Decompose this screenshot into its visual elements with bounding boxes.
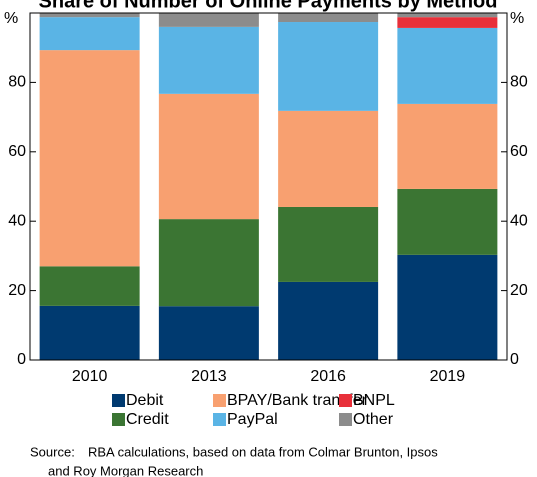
bar-segment <box>39 13 140 18</box>
y-tick-label: 20 <box>8 282 26 299</box>
bar-segment <box>397 27 498 104</box>
y-tick-label-right: 0 <box>510 351 519 368</box>
legend-label: Credit <box>126 411 169 428</box>
bar-segment <box>278 22 379 111</box>
bar-segment <box>397 103 498 189</box>
bar-segment <box>278 281 379 360</box>
legend-label: PayPal <box>227 411 278 428</box>
chart-title: Share of Number of Online Payments by Me… <box>39 0 498 12</box>
x-tick-label: 2019 <box>430 368 466 385</box>
bar-segment <box>158 26 259 94</box>
legend-swatch <box>112 394 125 407</box>
bar-segment <box>158 13 259 27</box>
legend-swatch <box>213 394 226 407</box>
bar-segment <box>39 50 140 267</box>
legend-label: Other <box>353 411 394 428</box>
bar-segment <box>158 306 259 360</box>
y-tick-label: 40 <box>8 212 26 229</box>
y-tick-label-right: 80 <box>510 74 528 91</box>
bar-segment <box>278 206 379 282</box>
legend-swatch <box>339 413 352 426</box>
bar-segment <box>397 188 498 255</box>
legend-label: BPAY/Bank transfer <box>227 392 368 409</box>
plot-frame <box>29 12 508 361</box>
bar-segment <box>278 13 379 23</box>
y-unit-left: % <box>4 10 18 27</box>
bar-segment <box>39 266 140 306</box>
x-tick-label: 2010 <box>72 368 108 385</box>
legend-label: BNPL <box>353 392 395 409</box>
source-text: RBA calculations, based on data from Col… <box>88 444 438 459</box>
source-text: and Roy Morgan Research <box>48 463 203 477</box>
bar-segment <box>397 17 498 28</box>
bar-segment <box>397 254 498 360</box>
y-unit-right: % <box>510 10 524 27</box>
bar-segment <box>158 219 259 307</box>
y-tick-label: 80 <box>8 74 26 91</box>
y-tick-label: 60 <box>8 143 26 160</box>
legend-swatch <box>112 413 125 426</box>
y-tick-label-right: 20 <box>510 282 528 299</box>
bar-segment <box>278 110 379 207</box>
bar-segment <box>158 93 259 220</box>
y-tick-label: 0 <box>17 351 26 368</box>
legend-swatch <box>213 413 226 426</box>
legend-label: Debit <box>126 392 164 409</box>
x-tick-label: 2013 <box>191 368 227 385</box>
source-label: Source: <box>30 444 75 459</box>
bar-segment <box>397 13 498 18</box>
legend-swatch <box>339 394 352 407</box>
bar-segment <box>39 305 140 360</box>
bar-segment <box>39 17 140 51</box>
y-tick-label-right: 40 <box>510 212 528 229</box>
x-tick-label: 2016 <box>310 368 346 385</box>
y-tick-label-right: 60 <box>510 143 528 160</box>
